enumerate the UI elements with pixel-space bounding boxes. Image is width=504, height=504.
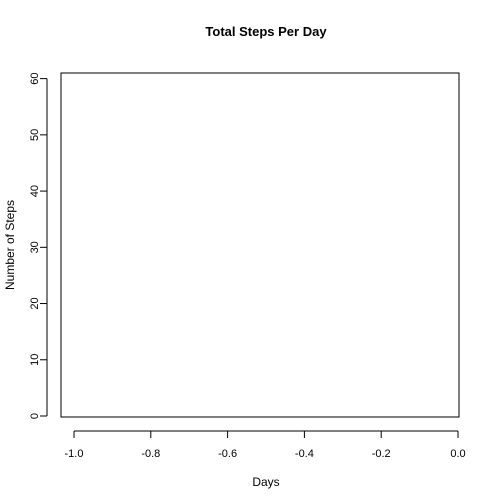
x-tick-label: -0.2 [372, 448, 391, 460]
x-tick-label: -1.0 [65, 448, 84, 460]
x-tick-label: -0.6 [218, 448, 237, 460]
y-axis-ticks: 0 10 20 30 40 50 60 [29, 72, 47, 419]
y-tick-label: 0 [29, 413, 41, 419]
y-tick-label: 40 [29, 185, 41, 197]
x-tick-label: -0.8 [141, 448, 160, 460]
plot-area-border [60, 72, 460, 418]
y-tick-label: 60 [29, 72, 41, 84]
x-tick-label: 0.0 [450, 448, 465, 460]
x-axis-label: Days [252, 475, 279, 489]
chart-title: Total Steps Per Day [205, 24, 327, 39]
y-tick-label: 50 [29, 129, 41, 141]
x-tick-label: -0.4 [295, 448, 314, 460]
y-tick-label: 30 [29, 241, 41, 253]
x-axis-ticks: -1.0 -0.8 -0.6 -0.4 -0.2 0.0 [65, 431, 466, 460]
y-tick-label: 20 [29, 297, 41, 309]
y-axis-label: Number of Steps [3, 200, 17, 290]
y-tick-label: 10 [29, 354, 41, 366]
